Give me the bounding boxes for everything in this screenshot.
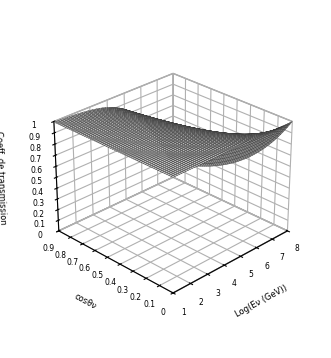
X-axis label: Log(Eν (GeV)): Log(Eν (GeV)) bbox=[234, 284, 289, 319]
Y-axis label: cosθν: cosθν bbox=[72, 292, 97, 311]
